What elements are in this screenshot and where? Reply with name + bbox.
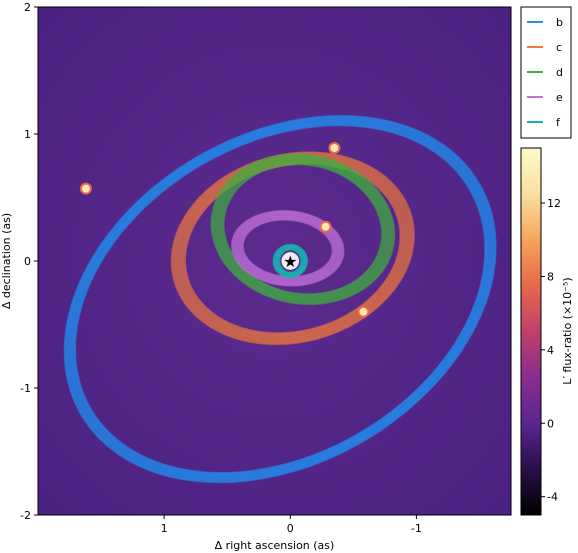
legend-label-c: c — [556, 41, 562, 54]
planet-f-disk — [281, 252, 300, 270]
colorbar-tick-label: 4 — [547, 344, 554, 357]
legend-label-b: b — [556, 16, 563, 29]
x-tick-label: -1 — [411, 522, 422, 535]
y-axis-label: Δ declination (as) — [0, 213, 13, 309]
orbit-d — [210, 153, 396, 306]
star-icon: ★ — [283, 252, 297, 271]
x-tick-label: 0 — [287, 522, 294, 535]
colorbar-tick-label: 8 — [547, 270, 554, 283]
y-tick-label: 1 — [24, 128, 31, 141]
legend-label-f: f — [556, 116, 561, 129]
colorbar-tick-label: 0 — [547, 417, 554, 430]
orbit-f — [272, 243, 309, 279]
legend-label-d: d — [556, 66, 563, 79]
y-tick-label: -2 — [20, 509, 31, 522]
orbit-b — [63, 114, 497, 484]
planet-c — [357, 305, 370, 318]
y-tick-label: -1 — [20, 382, 31, 395]
y-tick-label: 2 — [24, 1, 31, 14]
x-axis-label: Δ right ascension (as) — [215, 539, 335, 552]
legend-label-e: e — [556, 91, 563, 104]
planet-d — [328, 141, 341, 154]
planet-b — [79, 182, 92, 195]
colorbar-label: L′ flux-ratio (×10⁻⁵) — [561, 277, 574, 384]
planet-e — [319, 220, 332, 233]
colorbar-tick-label: 12 — [547, 197, 561, 210]
x-tick-label: 1 — [161, 522, 168, 535]
colorbar — [520, 147, 542, 516]
colorbar-tick-label: -4 — [547, 491, 558, 504]
y-tick-label: 0 — [24, 255, 31, 268]
